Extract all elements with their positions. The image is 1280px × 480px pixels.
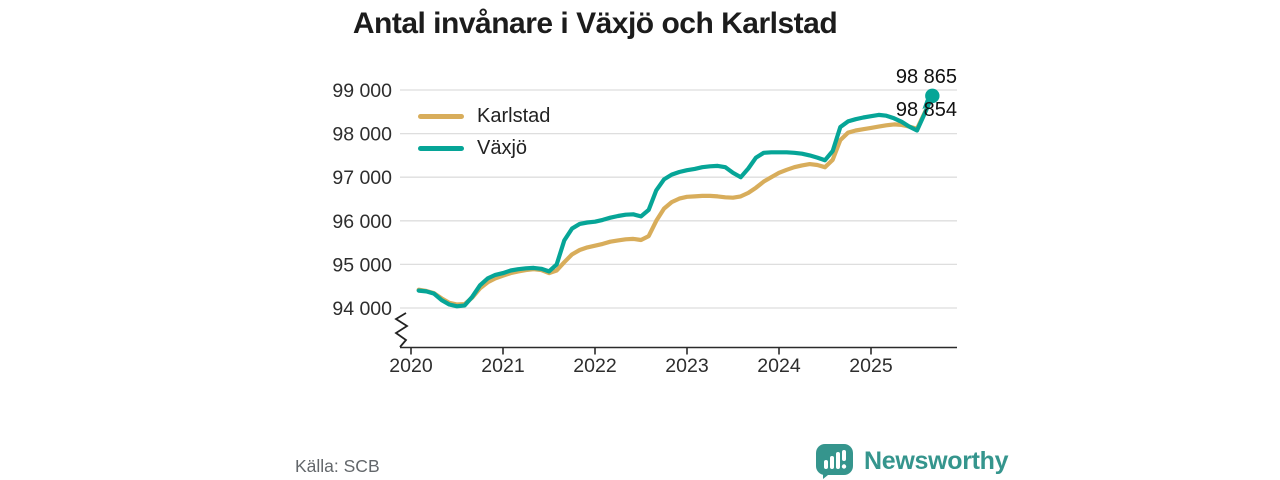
x-axis-tick-label: 2024: [757, 355, 801, 377]
legend-label-karlstad: Karlstad: [477, 104, 551, 127]
chart-title: Antal invånare i Växjö och Karlstad: [352, 7, 838, 40]
newsworthy-logo-icon: [816, 444, 853, 479]
x-axis-tick-label: 2022: [573, 355, 616, 377]
newsworthy-branding: Newsworthy: [815, 443, 1009, 480]
y-axis-tick-label: 95 000: [332, 254, 392, 276]
end-value-label-vaxjo: 98 865: [895, 66, 957, 88]
y-axis-tick-label: 97 000: [332, 167, 392, 189]
x-axis-tick-label: 2020: [389, 355, 433, 377]
legend-label-vaxjo: Växjö: [477, 136, 528, 159]
y-axis-tick-label: 99 000: [332, 80, 392, 102]
y-axis-tick-label: 94 000: [332, 298, 392, 320]
legend-item-vaxjo: Växjö: [418, 135, 550, 161]
newsworthy-logo-text: Newsworthy: [864, 447, 1009, 475]
y-axis-tick-label: 96 000: [332, 211, 392, 233]
source-note: Källa: SCB: [295, 456, 380, 476]
x-axis-tick-label: 2025: [849, 355, 893, 377]
legend: Karlstad Växjö: [418, 103, 550, 161]
karlstad-line-swatch: [418, 113, 464, 119]
series-line-vxj: [416, 93, 935, 309]
x-axis-tick-label: 2021: [481, 355, 524, 377]
y-axis-tick-label: 98 000: [332, 124, 392, 146]
end-value-label-karlstad: 98 854: [895, 99, 957, 121]
y-axis-break-icon: [394, 312, 409, 348]
legend-item-karlstad: Karlstad: [418, 103, 550, 129]
latest-point-marker: [925, 88, 940, 104]
x-axis-tick-label: 2023: [665, 355, 708, 377]
series-line-karlstad: [416, 94, 935, 307]
vaxjo-line-swatch: [418, 145, 464, 151]
